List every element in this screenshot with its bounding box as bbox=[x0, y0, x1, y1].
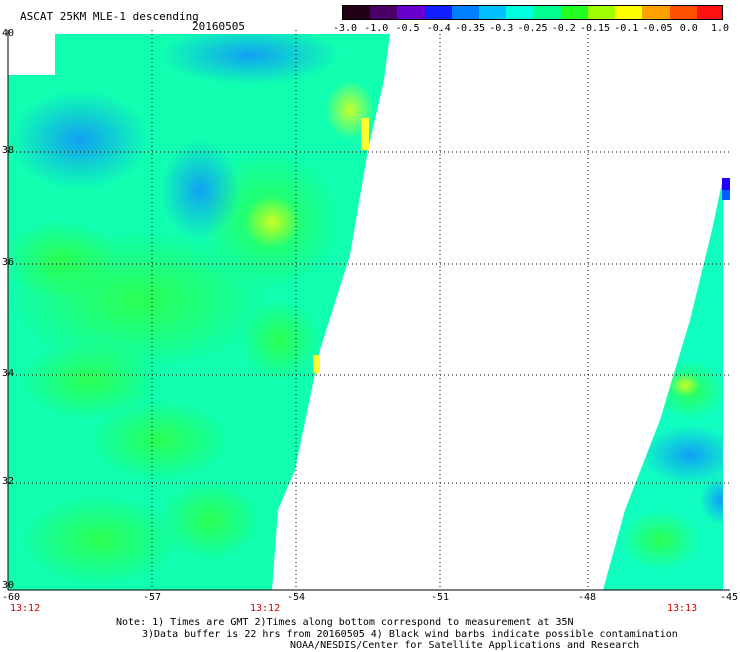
lon-label-54: -54 bbox=[287, 592, 306, 603]
colorbar-segment bbox=[669, 6, 698, 19]
colorbar-segment bbox=[560, 6, 589, 19]
lat-label-30: 30 bbox=[2, 580, 15, 591]
note-line-3: NOAA/NESDIS/Center for Satellite Applica… bbox=[290, 640, 640, 651]
colorbar-segment bbox=[506, 6, 535, 19]
colorbar-tick-label: -0.05 bbox=[642, 23, 673, 34]
colorbar-tick-label: -0.15 bbox=[579, 23, 611, 34]
colorbar-tick-label: -1.0 bbox=[364, 23, 389, 34]
left-swath bbox=[8, 34, 390, 590]
lon-label-48: -48 bbox=[578, 592, 597, 603]
colorbar-tick-label: -0.3 bbox=[489, 23, 514, 34]
colorbar-tick-label: -0.4 bbox=[426, 23, 451, 34]
lat-label-40: 40 bbox=[2, 28, 15, 39]
lon-label-45: -45 bbox=[720, 592, 739, 603]
colorbar-tick-label: 0.0 bbox=[679, 23, 698, 34]
time-label-left: 13:12 bbox=[10, 603, 41, 614]
colorbar-tick-label: -0.5 bbox=[395, 23, 420, 34]
colorbar-segment bbox=[615, 6, 644, 19]
lat-label-34: 34 bbox=[2, 368, 15, 379]
colorbar-tick-label: -0.2 bbox=[551, 23, 576, 34]
colorbar-segment bbox=[424, 6, 453, 19]
colorbar-segment bbox=[397, 6, 426, 19]
map-title: ASCAT 25KM MLE-1 descending bbox=[20, 10, 199, 23]
map-date: 20160505 bbox=[192, 20, 245, 33]
colorbar-tick-label: 1.0 bbox=[710, 23, 730, 34]
colorbar-segment bbox=[533, 6, 562, 19]
grid-lines bbox=[8, 30, 730, 590]
colorbar-tick-label: -3.0 bbox=[332, 23, 358, 34]
colorbar-segment bbox=[587, 6, 617, 19]
colorbar-segment bbox=[479, 6, 508, 19]
lat-label-32: 32 bbox=[2, 476, 15, 487]
colorbar-tick-label: -0.25 bbox=[517, 23, 548, 34]
colorbar-segment bbox=[451, 6, 481, 19]
colorbar bbox=[342, 5, 723, 20]
colorbar-segment bbox=[343, 6, 372, 19]
colorbar-tick-label: -0.1 bbox=[614, 23, 639, 34]
colorbar-segment bbox=[642, 6, 671, 19]
note-line-2: 3)Data buffer is 22 hrs from 20160505 4)… bbox=[142, 629, 678, 640]
right-swath bbox=[603, 178, 723, 590]
lon-label-60: -60 bbox=[2, 592, 21, 603]
lat-label-38: 38 bbox=[2, 145, 15, 156]
time-label-mid: 13:12 bbox=[250, 603, 281, 614]
time-label-right: 13:13 bbox=[667, 603, 698, 614]
colorbar-segment bbox=[696, 6, 722, 19]
colorbar-segment bbox=[370, 6, 399, 19]
lon-label-57: -57 bbox=[143, 592, 162, 603]
lat-label-36: 36 bbox=[2, 257, 15, 268]
note-line-1: Note: 1) Times are GMT 2)Times along bot… bbox=[116, 617, 574, 628]
colorbar-tick-label: -0.35 bbox=[454, 23, 486, 34]
lon-label-51: -51 bbox=[431, 592, 450, 603]
